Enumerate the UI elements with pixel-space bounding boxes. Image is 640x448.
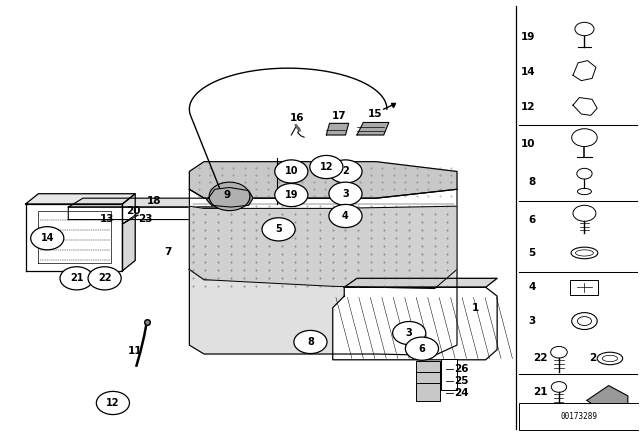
Polygon shape xyxy=(122,194,135,271)
Text: 10: 10 xyxy=(285,167,298,177)
Circle shape xyxy=(405,337,438,360)
Circle shape xyxy=(60,267,93,290)
Text: 4: 4 xyxy=(342,211,349,221)
Text: 13: 13 xyxy=(100,214,115,224)
Circle shape xyxy=(262,218,295,241)
Text: 3: 3 xyxy=(342,189,349,199)
Polygon shape xyxy=(189,189,457,280)
Polygon shape xyxy=(68,207,243,220)
Text: 20: 20 xyxy=(125,206,140,215)
Text: 12: 12 xyxy=(521,102,536,112)
Text: 8: 8 xyxy=(307,337,314,347)
Circle shape xyxy=(88,267,121,290)
Polygon shape xyxy=(344,278,497,287)
Text: 2: 2 xyxy=(589,353,596,363)
FancyBboxPatch shape xyxy=(520,403,639,430)
Text: 3: 3 xyxy=(528,316,536,326)
Polygon shape xyxy=(587,386,628,408)
Polygon shape xyxy=(357,122,389,135)
Text: 23: 23 xyxy=(138,214,153,224)
Text: 4: 4 xyxy=(528,282,536,292)
Circle shape xyxy=(31,227,64,250)
Text: 21: 21 xyxy=(533,387,547,397)
Text: 12: 12 xyxy=(319,162,333,172)
Bar xyxy=(570,280,598,295)
Text: 7: 7 xyxy=(164,246,172,257)
Text: 12: 12 xyxy=(106,398,120,408)
Text: 3: 3 xyxy=(406,328,413,338)
Text: 2: 2 xyxy=(342,167,349,177)
Bar xyxy=(415,372,440,390)
Polygon shape xyxy=(68,198,243,207)
Text: 11: 11 xyxy=(127,346,142,356)
Text: 22: 22 xyxy=(98,273,111,283)
Circle shape xyxy=(275,184,308,207)
Text: 17: 17 xyxy=(332,111,346,121)
Text: 5: 5 xyxy=(528,248,536,258)
Text: 8: 8 xyxy=(528,177,536,187)
Circle shape xyxy=(97,392,129,414)
Polygon shape xyxy=(189,162,457,198)
Circle shape xyxy=(294,331,327,353)
Text: 14: 14 xyxy=(521,67,536,77)
Text: 5: 5 xyxy=(275,224,282,234)
Polygon shape xyxy=(333,287,497,360)
Text: 19: 19 xyxy=(285,190,298,200)
Text: 6: 6 xyxy=(419,344,426,353)
Polygon shape xyxy=(207,188,253,207)
Circle shape xyxy=(275,160,308,183)
Polygon shape xyxy=(26,194,135,204)
Text: 16: 16 xyxy=(289,113,304,123)
Polygon shape xyxy=(189,269,457,355)
Polygon shape xyxy=(189,206,457,289)
Text: 15: 15 xyxy=(368,108,382,119)
Circle shape xyxy=(209,182,250,211)
Bar xyxy=(415,383,440,401)
Text: 19: 19 xyxy=(521,32,536,42)
Circle shape xyxy=(310,155,343,179)
Text: 18: 18 xyxy=(147,196,161,206)
Bar xyxy=(441,359,457,390)
Text: 24: 24 xyxy=(454,388,468,398)
Text: 14: 14 xyxy=(40,233,54,243)
Text: 22: 22 xyxy=(533,353,547,363)
Text: 21: 21 xyxy=(70,273,83,283)
Circle shape xyxy=(329,204,362,228)
Circle shape xyxy=(329,160,362,183)
Polygon shape xyxy=(26,204,122,271)
Text: 6: 6 xyxy=(528,215,536,224)
Text: 25: 25 xyxy=(454,376,468,386)
Text: 00173289: 00173289 xyxy=(561,412,598,421)
Text: 10: 10 xyxy=(521,139,536,149)
Circle shape xyxy=(393,322,426,345)
Text: 9: 9 xyxy=(223,190,230,200)
Bar xyxy=(415,361,440,379)
Text: 1: 1 xyxy=(472,303,479,313)
Circle shape xyxy=(329,182,362,205)
Text: 26: 26 xyxy=(454,364,468,374)
Polygon shape xyxy=(326,123,349,135)
